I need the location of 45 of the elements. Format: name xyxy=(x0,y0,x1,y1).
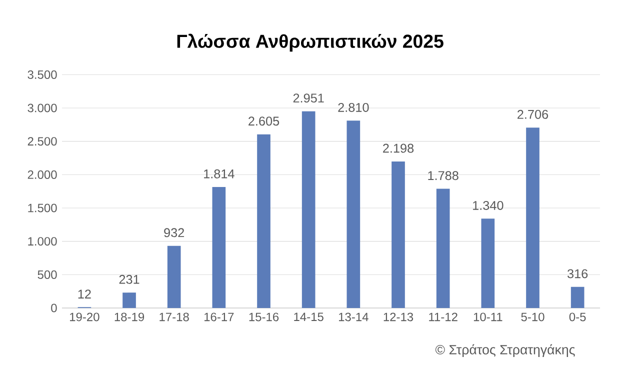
data-label: 2.198 xyxy=(383,144,414,153)
y-tick-label: 2.000 xyxy=(28,170,57,179)
data-label: 1.340 xyxy=(473,200,504,210)
bar xyxy=(302,111,316,308)
y-tick-label: 2.500 xyxy=(28,137,57,146)
data-label: 12 xyxy=(78,290,91,298)
y-tick-label: 1.500 xyxy=(28,204,57,212)
x-tick-label: 0-5 xyxy=(569,312,586,322)
x-tick-label: 5-10 xyxy=(521,312,544,322)
data-label: 2.706 xyxy=(518,110,548,119)
x-tick-label: 12-13 xyxy=(384,312,414,322)
bar xyxy=(346,120,360,308)
x-tick-label: 16-17 xyxy=(204,312,234,322)
bar xyxy=(436,188,450,308)
bar xyxy=(122,292,136,308)
data-label: 2.810 xyxy=(338,102,369,112)
data-label: 231 xyxy=(119,274,140,284)
bar xyxy=(526,128,540,308)
x-tick-label: 17-18 xyxy=(160,312,189,322)
bar xyxy=(570,286,584,308)
y-tick-label: 0 xyxy=(51,304,57,312)
data-label: 932 xyxy=(164,228,184,238)
y-tick-label: 1.000 xyxy=(28,237,57,246)
x-tick-label: 18-19 xyxy=(114,312,144,322)
bar xyxy=(392,161,405,308)
x-tick-label: 19-20 xyxy=(70,312,100,322)
x-tick-label: 13-14 xyxy=(338,312,368,322)
x-tick-label: 15-16 xyxy=(249,312,279,322)
x-tick-label: 11-12 xyxy=(429,312,458,322)
data-label: 316 xyxy=(567,269,588,278)
data-label: 1.814 xyxy=(204,169,234,178)
chart-title: Γλώσσα Ανθρωπιστικών 2025 xyxy=(177,34,444,52)
bar xyxy=(212,187,226,308)
bar xyxy=(481,218,495,308)
data-label: 2.605 xyxy=(248,116,280,126)
x-tick-label: 14-15 xyxy=(294,312,324,322)
bar xyxy=(167,246,181,308)
bar xyxy=(257,134,270,308)
text: © Στράτος Στρατηγάκης xyxy=(435,344,575,358)
data-label: 1.788 xyxy=(428,171,458,180)
y-tick-label: 3.500 xyxy=(28,70,57,79)
x-tick-label: 10-11 xyxy=(474,312,502,322)
y-tick-label: 3.000 xyxy=(28,104,57,112)
data-label: 2.951 xyxy=(293,94,324,103)
y-tick-label: 500 xyxy=(38,270,57,279)
